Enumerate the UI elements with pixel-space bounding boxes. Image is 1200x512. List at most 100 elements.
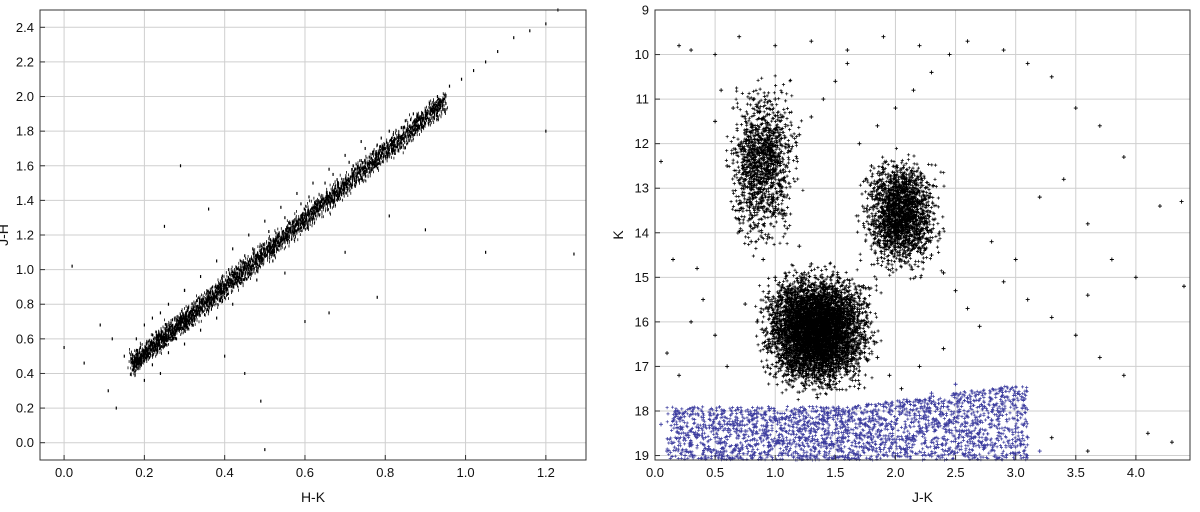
data-point	[328, 311, 330, 315]
data-point	[175, 337, 178, 341]
x-tick-label: 0.0	[646, 465, 664, 480]
data-point	[1121, 373, 1126, 378]
data-point	[1145, 431, 1150, 436]
data-point	[513, 36, 515, 40]
data-point	[264, 250, 266, 254]
x-tick-label: 1.2	[537, 465, 555, 480]
data-point	[360, 140, 362, 144]
data-point	[529, 29, 531, 33]
data-point	[115, 406, 117, 410]
y-tick-label: 1.0	[16, 262, 34, 277]
data-point	[713, 435, 718, 440]
data-point	[244, 254, 246, 258]
data-point	[1097, 123, 1102, 128]
data-point	[187, 306, 190, 310]
data-point	[857, 141, 862, 146]
data-point	[665, 351, 670, 356]
data-point	[424, 228, 427, 232]
data-point	[785, 226, 790, 231]
x-tick-label: 0.6	[296, 465, 314, 480]
y-tick-label: 12	[635, 136, 649, 151]
data-point	[941, 346, 946, 351]
data-point	[899, 386, 904, 391]
data-point	[167, 302, 170, 306]
data-point	[689, 48, 694, 53]
data-point	[388, 129, 390, 133]
data-point	[260, 399, 262, 403]
y-tick-label: 0.4	[16, 366, 34, 381]
y-tick-label: 1.8	[16, 124, 34, 139]
data-point	[195, 299, 198, 303]
data-point	[224, 354, 226, 358]
data-point	[1049, 74, 1054, 79]
x-tick-label: 1.5	[826, 465, 844, 480]
data-point	[917, 364, 922, 369]
plot-frame	[654, 9, 1191, 461]
data-point	[308, 195, 310, 199]
data-point	[1025, 297, 1030, 302]
data-point	[256, 278, 258, 282]
x-axis-label: H-K	[301, 489, 326, 505]
data-point	[348, 160, 350, 164]
data-point	[797, 132, 802, 137]
data-point	[159, 311, 162, 315]
x-tick-label: 0.0	[55, 465, 73, 480]
y-tick-label: 2.0	[16, 89, 34, 104]
color-magnitude-plot: 0.0 0.5 1.0 1.5 2.0 2.5 3.0 3.5 4.0 9 10 11 12 13 14 15…	[610, 3, 1191, 505]
data-point	[677, 43, 682, 48]
y-tick-label: 0.8	[16, 297, 34, 312]
data-point	[264, 219, 266, 223]
data-point	[1037, 449, 1042, 454]
data-point	[845, 61, 850, 66]
data-point	[1179, 199, 1184, 204]
y-tick-label: 0.2	[16, 401, 34, 416]
data-point	[368, 155, 370, 159]
data-point	[143, 378, 145, 382]
axes: 0.0 0.2 0.4 0.6 0.8 1.0 1.2 0.0 0.2 0.4 0.6 0.8 1.0 1…	[16, 20, 555, 480]
data-point	[1073, 106, 1078, 111]
data-point	[448, 84, 451, 88]
data-point	[460, 77, 463, 81]
data-point	[292, 221, 294, 225]
x-axis-label: J-K	[912, 489, 934, 505]
data-point	[1121, 155, 1126, 160]
data-point	[911, 88, 916, 93]
data-point	[208, 309, 210, 313]
data-point	[725, 364, 730, 369]
data-point	[328, 167, 330, 171]
data-point	[228, 268, 230, 272]
y-tick-label: 9	[642, 3, 649, 18]
data-point	[737, 34, 742, 39]
data-point	[360, 159, 362, 163]
data-point	[701, 297, 706, 302]
data-point	[743, 302, 748, 307]
data-point	[749, 239, 754, 244]
data-point	[304, 320, 306, 324]
x-tick-label: 1.0	[457, 465, 475, 480]
data-point	[755, 319, 760, 324]
scatter-points	[63, 8, 575, 452]
data-point	[296, 191, 298, 195]
data-point	[163, 224, 166, 228]
data-point	[935, 442, 940, 447]
density-cloud	[127, 92, 448, 378]
data-point	[485, 60, 487, 64]
data-point	[155, 333, 158, 337]
data-point	[761, 257, 766, 262]
data-point	[941, 270, 946, 275]
data-point	[671, 257, 676, 262]
y-tick-label: 14	[635, 225, 649, 240]
y-tick-label: 0.0	[16, 435, 34, 450]
data-point	[1085, 293, 1090, 298]
data-point	[199, 275, 202, 279]
data-point	[224, 295, 226, 299]
data-point	[212, 285, 214, 289]
x-tick-label: 4.0	[1127, 465, 1145, 480]
data-point	[773, 275, 778, 280]
data-point	[659, 159, 664, 164]
data-point	[167, 351, 170, 355]
data-point	[143, 323, 145, 327]
data-point	[179, 326, 182, 330]
data-point	[953, 382, 958, 387]
data-point	[171, 318, 174, 322]
